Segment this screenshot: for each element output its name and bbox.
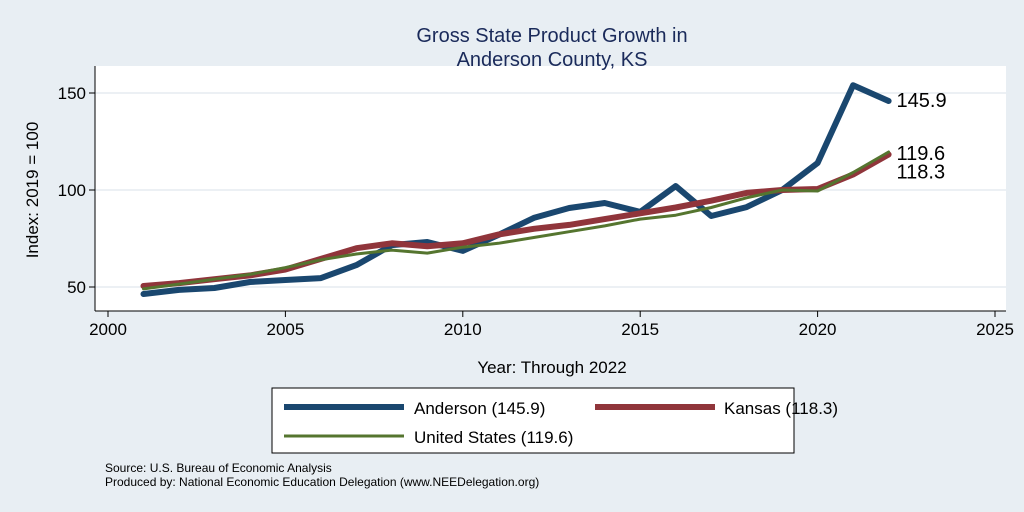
plot-area (95, 66, 1006, 311)
produced-by-note: Produced by: National Economic Education… (105, 475, 539, 489)
legend-label-kansas: Kansas (118.3) (724, 399, 838, 418)
chart-title-line1: Gross State Product Growth in (416, 25, 687, 47)
y-tick-label: 100 (58, 181, 86, 200)
x-tick-label: 2005 (266, 320, 304, 339)
y-tick-label: 50 (67, 278, 86, 297)
x-tick-label: 2000 (89, 320, 127, 339)
end-label-kansas: 118.3 (897, 161, 946, 183)
end-label-anderson: 145.9 (897, 90, 947, 112)
y-axis-label: Index: 2019 = 100 (23, 122, 42, 259)
y-tick-label: 150 (58, 84, 86, 103)
chart-title-line2: Anderson County, KS (457, 49, 648, 71)
legend-label-us: United States (119.6) (414, 428, 573, 447)
x-tick-label: 2020 (799, 320, 837, 339)
x-axis-label: Year: Through 2022 (477, 358, 626, 377)
source-note: Source: U.S. Bureau of Economic Analysis (105, 461, 332, 475)
x-tick-label: 2025 (976, 320, 1014, 339)
legend-label-anderson: Anderson (145.9) (414, 399, 545, 418)
legend: Anderson (145.9) Kansas (118.3) United S… (271, 387, 838, 454)
end-label-united-states: 119.6 (897, 143, 946, 165)
legend-box (271, 387, 795, 454)
series-line-anderson (140, 82, 892, 297)
series-line-united-states (142, 150, 891, 291)
x-tick-label: 2010 (444, 320, 482, 339)
x-tick-label: 2015 (621, 320, 659, 339)
